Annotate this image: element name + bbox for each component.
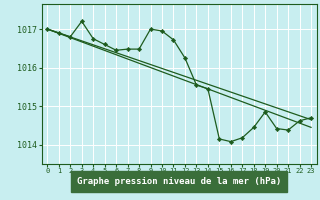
X-axis label: Graphe pression niveau de la mer (hPa): Graphe pression niveau de la mer (hPa)	[77, 177, 281, 186]
